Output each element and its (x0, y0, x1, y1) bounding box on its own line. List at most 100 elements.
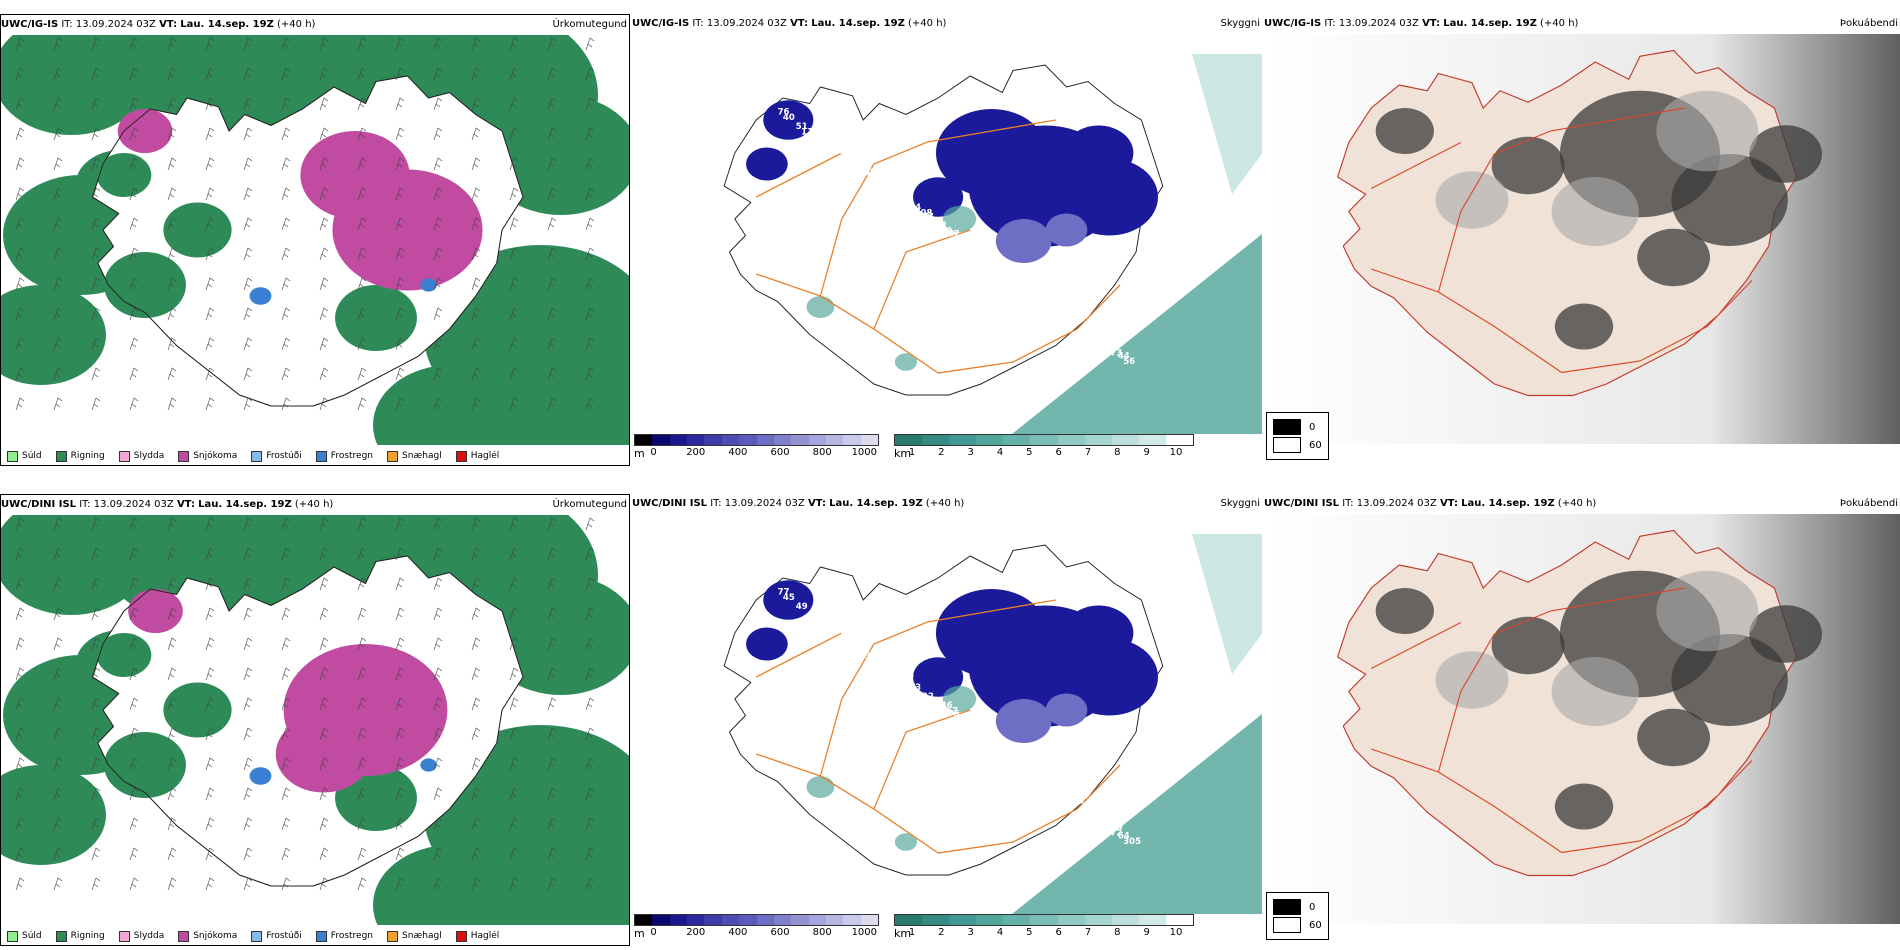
cloud-base-value: 873 (871, 177, 889, 187)
cloud-base-value: 207 (884, 666, 902, 676)
cloud-base-value: 231 (1028, 290, 1046, 300)
fog-map (1264, 514, 1900, 924)
cloud-base-value: 50 (966, 724, 978, 734)
cloud-base-value: 76 (834, 628, 846, 638)
cloud-base-value: 39 (992, 261, 1004, 271)
cloud-base-value: 72 (865, 171, 877, 181)
fog-legend-item: 0 (1273, 899, 1322, 915)
cloud-base-value: 60 (1023, 765, 1035, 775)
cloud-base-value: 108 (915, 209, 933, 219)
legend-item: Snæhagl (387, 930, 442, 942)
colorbar-tick: 1 (908, 447, 916, 458)
legend-label: Frostúði (266, 931, 302, 941)
cloud-base-value: 97 (814, 136, 826, 146)
colorbar-tick: 0 (650, 447, 657, 458)
legend-item: Snjókoma (178, 930, 237, 942)
legend-item: Frostregn (315, 450, 374, 462)
cloud-base-value: 47 (1079, 805, 1091, 815)
cloud-base-value: 126 (1010, 756, 1028, 766)
valid-time: Lau. 14.sep. 19Z (180, 19, 274, 30)
cloud-base-value: 61 (1048, 302, 1060, 312)
cloud-base-value: 42 (878, 660, 890, 670)
fog-legend-swatch (1273, 419, 1301, 435)
colorbar-tick: 8 (1114, 447, 1121, 458)
legend-label: Frostregn (330, 451, 374, 461)
valid-time: Lau. 14.sep. 19Z (829, 498, 923, 509)
model-name: UWC/IG-IS (632, 18, 690, 29)
legend-item: Rigning (55, 450, 105, 462)
init-time: 13.09.2024 03Z (1338, 18, 1419, 29)
model-name: UWC/DINI ISL (632, 498, 708, 509)
fog-legend-label: 60 (1309, 440, 1322, 451)
cloud-base-value: 42 (979, 253, 991, 263)
fog-legend-swatch (1273, 437, 1301, 453)
cloud-base-value: 76 (948, 710, 960, 720)
valid-time-label: VT: (159, 19, 178, 30)
precip-map (1, 515, 629, 925)
colorbar-unit: km (894, 447, 912, 460)
visibility-panel: UWC/DINI ISL IT: 13.09.2024 03Z VT: Lau.… (632, 494, 1262, 946)
cloud-base-value: 170 (821, 619, 839, 629)
cloud-base-value: 54 (1054, 308, 1066, 318)
colorbar-tick: 2 (938, 447, 945, 458)
cloud-base-value: 95 (840, 634, 852, 644)
valid-time-label: VT: (790, 18, 809, 29)
cloud-base-value: 67 (948, 230, 960, 240)
precip-legend: Súld Rigning Slydda Snjókoma Frostúði Frostre… (1, 925, 629, 945)
forecast-row-dini-isl: UWC/DINI ISL IT: 13.09.2024 03Z VT: Lau.… (0, 494, 1900, 946)
lead-time: (+40 h) (1557, 498, 1597, 509)
cloud-base-value: 209 (1105, 823, 1123, 833)
precip-legend: Súld Rigning Slydda Snjókoma Frostúði Frostre… (1, 445, 629, 465)
legend-label: Slydda (133, 931, 165, 941)
legend-item: Haglél (455, 450, 499, 462)
cloud-base-value: 146 (935, 701, 953, 711)
legend-label: Súld (22, 931, 42, 941)
legend-item: Haglél (455, 930, 499, 942)
cloud-base-value: 160 (827, 625, 845, 635)
colorbar-tick: 2 (938, 927, 945, 938)
fog-legend-swatch (1273, 899, 1301, 915)
colorbar-tick: 800 (812, 447, 832, 458)
cloud-base-value: 52 (1004, 750, 1016, 760)
cloud-base-value: 197 (891, 669, 909, 679)
visibility-panel: UWC/IG-IS IT: 13.09.2024 03Z VT: Lau. 14… (632, 14, 1262, 466)
valid-time-label: VT: (1422, 18, 1441, 29)
colorbar-tick: 1000 (851, 447, 878, 458)
cloud-base-value: 91 (979, 733, 991, 743)
init-time-label: IT: (1324, 18, 1336, 29)
fog-legend-item: 60 (1273, 917, 1322, 933)
fog-legend-item: 0 (1273, 419, 1322, 435)
valid-time-label: VT: (807, 498, 826, 509)
valid-time: Lau. 14.sep. 19Z (198, 499, 292, 510)
lead-time: (+40 h) (908, 18, 947, 29)
colorbar-tick: 1 (908, 927, 916, 938)
init-time-label: IT: (692, 18, 704, 29)
cloud-base-value: 64 (878, 180, 890, 190)
cloud-base-value: 72 (871, 657, 883, 667)
cloud-base-value: 49 (796, 602, 808, 612)
init-time: 13.09.2024 03Z (1356, 498, 1437, 509)
cloud-base-value: 57 (821, 139, 833, 149)
valid-time-label: VT: (176, 499, 195, 510)
cloud-base-value: 143 (1067, 796, 1085, 806)
cloud-base-value: 90 (940, 226, 952, 236)
init-time: 13.09.2024 03Z (75, 19, 156, 30)
cloud-base-value: 44 (1118, 352, 1130, 362)
colorbar-tick: 200 (686, 927, 706, 938)
legend-label: Slydda (133, 451, 165, 461)
fog-panel: UWC/DINI ISL IT: 13.09.2024 03Z VT: Lau.… (1264, 494, 1900, 946)
panel-header: UWC/DINI ISL IT: 13.09.2024 03Z VT: Lau.… (632, 494, 1262, 514)
legend-swatch (55, 450, 67, 462)
cloudbase-colorbar: 0 200 400 600 800 1000 m (634, 914, 879, 941)
cloud-base-value: 161 (1048, 782, 1066, 792)
panel-title: Úrkomutegund (552, 499, 627, 510)
cloud-base-value: 44 (1035, 293, 1047, 303)
colorbar-tick: 5 (1026, 927, 1033, 938)
colorbar-tick: 10 (1169, 447, 1183, 458)
legend-item: Frostúði (251, 450, 302, 462)
legend-item: Súld (7, 930, 42, 942)
cloud-base-value: 41 (840, 154, 852, 164)
visibility-map: 7776197765272641704214619916120945369291… (632, 514, 1262, 919)
precip-type-panel: UWC/IG-IS IT: 13.09.2024 03Z VT: Lau. 14… (0, 14, 630, 466)
legend-swatch (7, 930, 18, 942)
